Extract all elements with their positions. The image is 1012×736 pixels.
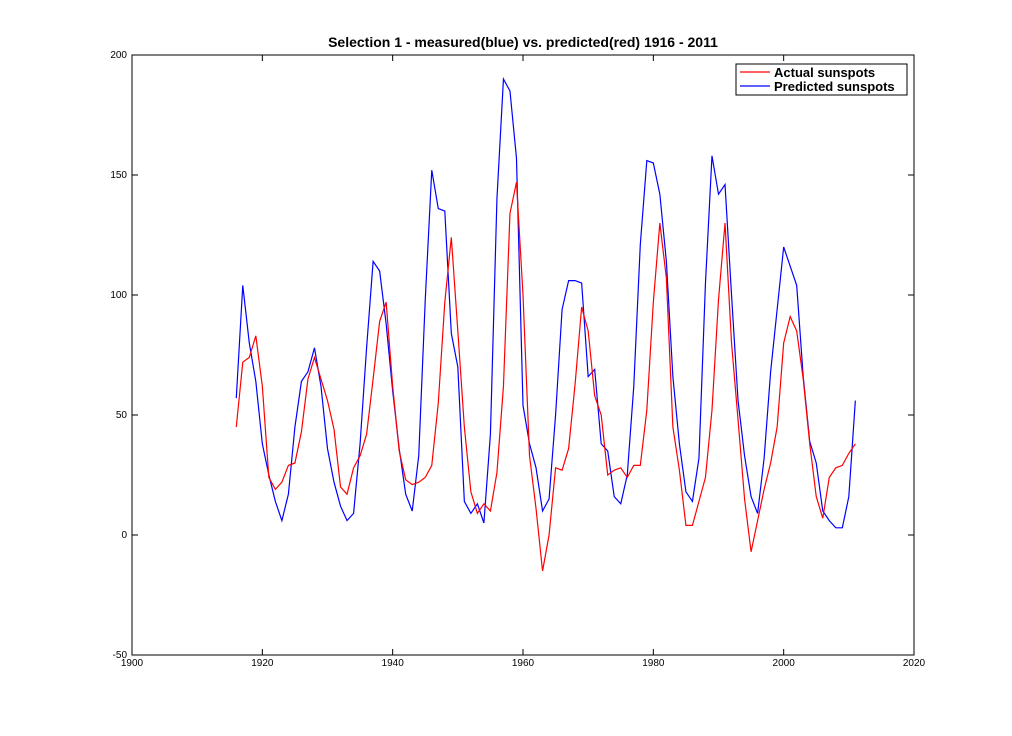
- ticks-layer: 1900 1920 1940 1960 1980 2000 2020 -50 0 50 100 150…: [110, 50, 925, 669]
- series-line-actual-sunspots: [235, 182, 856, 572]
- x-tick-label: 1900: [121, 658, 144, 669]
- series-line-predicted-sunspots: [235, 76, 856, 529]
- legend-label: Predicted sunspots: [774, 79, 895, 94]
- x-tick-label: 1960: [512, 658, 535, 669]
- y-tick-label: 100: [110, 290, 127, 301]
- series-layer: [235, 76, 856, 572]
- chart-title: Selection 1 - measured(blue) vs. predict…: [328, 34, 718, 50]
- x-tick-label: 1940: [382, 658, 405, 669]
- y-tick-label: 200: [110, 50, 127, 61]
- y-tick-label: -50: [113, 650, 128, 661]
- y-tick-label: 150: [110, 170, 127, 181]
- legend-label: Actual sunspots: [774, 65, 875, 80]
- legend-box: [735, 63, 908, 96]
- x-tick-label: 2020: [903, 658, 926, 669]
- x-tick-label: 1980: [642, 658, 665, 669]
- x-tick-label: 1920: [251, 658, 274, 669]
- y-tick-label: 50: [116, 410, 128, 421]
- x-tick-label: 2000: [773, 658, 796, 669]
- axes-frame: [131, 54, 915, 656]
- y-tick-label: 0: [121, 530, 127, 541]
